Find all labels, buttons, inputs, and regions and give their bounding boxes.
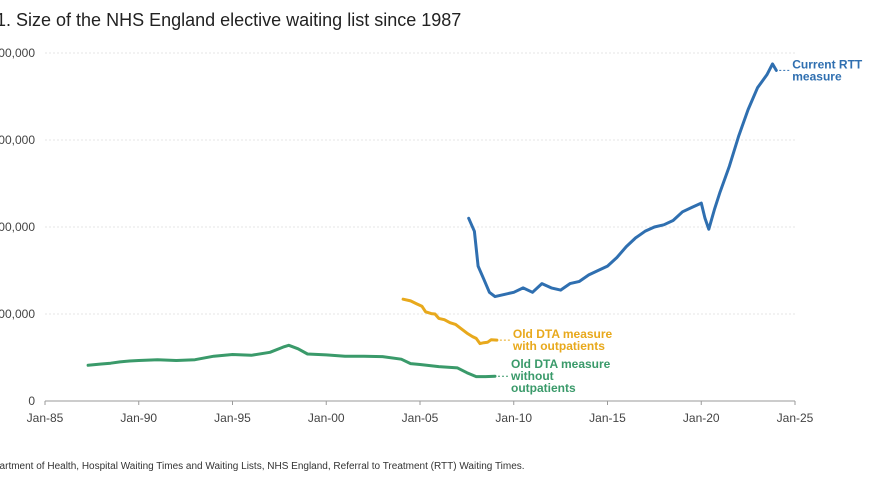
x-tick-label: Jan-05 — [402, 411, 439, 425]
y-tick-label: 00,000 — [0, 220, 35, 234]
series-lines — [86, 62, 778, 379]
x-tick-label: Jan-10 — [495, 411, 532, 425]
series-label-line: Old DTA measure — [513, 327, 613, 341]
series-label-1: Old DTA measure with outpatients — [512, 327, 613, 353]
x-tick-label: Jan-00 — [308, 411, 345, 425]
chart-title: 1. Size of the NHS England elective wait… — [0, 10, 462, 30]
series-label-line: measure — [792, 69, 842, 83]
y-tick-label: 00,000 — [0, 307, 35, 321]
axes: 0 00,000 00,000 00,000 00,000 Jan-85 Jan-90 Jan… — [0, 46, 814, 425]
grid-lines — [45, 52, 795, 315]
x-tick-label: Jan-95 — [214, 411, 251, 425]
y-tick-label: 00,000 — [0, 133, 35, 147]
series-label-line: with outpatients — [512, 339, 605, 353]
series-label-2: Current RTT measure — [792, 57, 863, 83]
x-tick-label: Jan-15 — [589, 411, 626, 425]
series-label-line: outpatients — [511, 381, 576, 395]
series-line-0 — [86, 343, 497, 379]
source-note: partment of Health, Hospital Waiting Tim… — [0, 461, 525, 472]
series-line-1 — [401, 297, 499, 346]
series-label-line: without — [510, 369, 554, 383]
x-tick-label: Jan-90 — [120, 411, 157, 425]
series-label-line: Old DTA measure — [511, 357, 611, 371]
x-tick-label: Jan-25 — [777, 411, 814, 425]
x-tick-label: Jan-20 — [683, 411, 720, 425]
series-label-0: Old DTA measure without outpatients — [510, 357, 611, 395]
y-tick-label: 00,000 — [0, 46, 35, 60]
series-label-line: Current RTT — [792, 57, 863, 71]
series-line-2 — [467, 62, 778, 299]
x-tick-label: Jan-85 — [27, 411, 64, 425]
y-tick-label: 0 — [28, 394, 35, 408]
